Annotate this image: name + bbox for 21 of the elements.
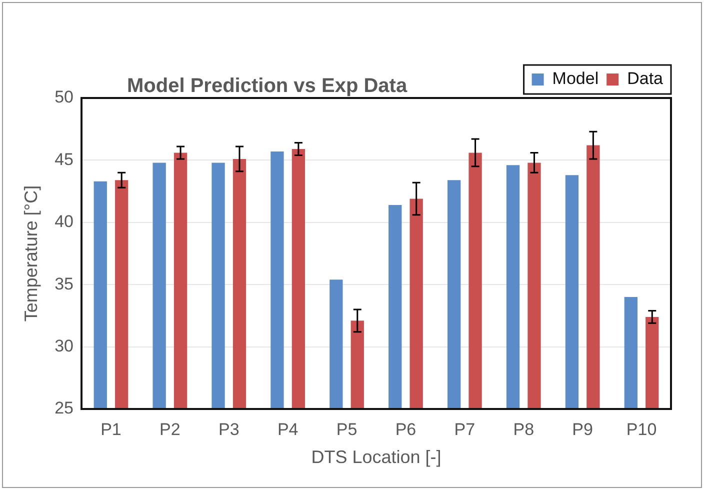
x-tick-label: P10 [626, 420, 657, 439]
y-tick-label: 40 [54, 212, 74, 232]
x-tick-label: P6 [395, 420, 416, 439]
y-tick-label: 50 [54, 88, 74, 107]
y-tick-label: 30 [54, 336, 74, 356]
x-tick-label: P7 [454, 420, 476, 439]
legend-label: Model [552, 69, 599, 88]
y-axis-title: Temperature [°C] [20, 185, 41, 322]
x-tick-label: P2 [160, 420, 180, 439]
y-tick-label: 45 [54, 150, 74, 169]
y-tick-label: 35 [54, 274, 74, 294]
x-tick-label: P5 [336, 420, 358, 439]
chart-title: Model Prediction vs Exp Data [127, 75, 408, 98]
x-tick-label: P1 [100, 420, 122, 439]
x-tick-label: P8 [513, 420, 534, 439]
x-tick-label: P9 [572, 420, 593, 439]
x-tick-label: P3 [218, 420, 240, 439]
x-tick-label: P4 [277, 420, 298, 439]
x-axis-title: DTS Location [-] [311, 447, 442, 468]
legend-label: Data [627, 69, 664, 88]
y-tick-label: 25 [54, 398, 74, 418]
